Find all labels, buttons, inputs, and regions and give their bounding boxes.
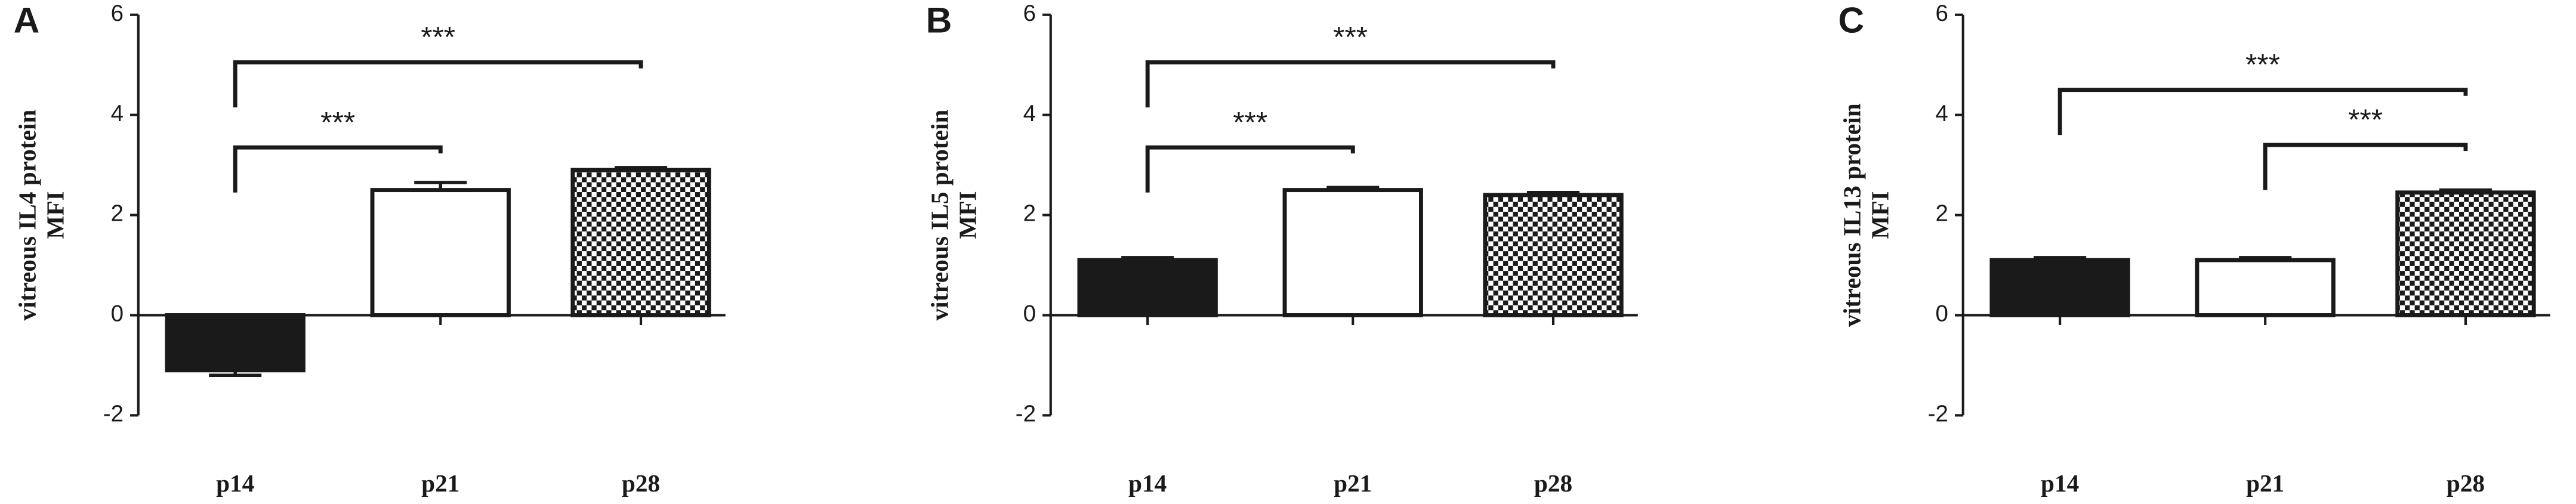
y-tick-label: -2 (103, 401, 124, 427)
panel-letter: B (926, 0, 952, 41)
bar (2195, 258, 2336, 317)
bracket-line (1145, 60, 1556, 108)
y-tick-label: 2 (111, 201, 124, 227)
bar (2395, 190, 2536, 317)
y-axis-label: MFI (1866, 191, 1893, 239)
significance-bracket (233, 145, 443, 193)
panel-letter: A (14, 0, 40, 41)
y-tick-label: 0 (1936, 301, 1948, 327)
y-tick-label: 4 (1023, 101, 1036, 126)
significance-label: *** (2245, 48, 2280, 81)
bracket-line (233, 145, 443, 193)
y-axis-label: vitreous IL13 protein (1838, 103, 1866, 327)
significance-label: *** (1333, 21, 1368, 54)
x-tick-label: p21 (1334, 469, 1372, 497)
significance-bracket (1145, 60, 1556, 108)
significance-bracket (2057, 88, 2468, 135)
significance-bracket (2263, 143, 2468, 190)
x-tick-label: p14 (216, 469, 254, 497)
x-tick-label: p21 (421, 469, 459, 497)
y-tick-label: 2 (1023, 201, 1036, 227)
bar (370, 188, 511, 317)
y-tick-label: 4 (1936, 101, 1948, 126)
significance-bracket (1145, 145, 1355, 193)
y-axis-label: MFI (954, 191, 981, 239)
panel-letter: C (1838, 0, 1865, 41)
x-tick-label: p28 (1534, 469, 1572, 497)
y-tick-label: -2 (1928, 401, 1948, 427)
y-tick-label: 2 (1936, 201, 1948, 227)
bar (570, 168, 711, 317)
x-tick-label: p28 (622, 469, 660, 497)
x-tick-label: p14 (1128, 469, 1167, 497)
x-tick-label: p21 (2246, 469, 2284, 497)
significance-label: *** (421, 21, 455, 54)
y-axis-label: vitreous IL4 protein (14, 110, 41, 321)
bar (1989, 258, 2130, 317)
significance-bracket (233, 60, 643, 108)
y-axis-label: MFI (41, 191, 69, 239)
x-tick-label: p14 (2041, 469, 2079, 497)
y-tick-label: 6 (111, 1, 124, 26)
y-axis-label: vitreous IL5 protein (926, 110, 954, 321)
y-tick-label: 4 (111, 101, 124, 126)
bar (1282, 188, 1423, 317)
bar (1483, 193, 1624, 317)
y-tick-label: 6 (1936, 1, 1948, 26)
bracket-line (1145, 145, 1355, 193)
y-tick-label: 6 (1023, 1, 1036, 26)
bracket-line (2263, 143, 2468, 190)
significance-label: *** (2348, 104, 2383, 137)
bracket-line (2057, 88, 2468, 135)
x-tick-label: p28 (2447, 469, 2485, 497)
bar (165, 313, 306, 373)
y-tick-label: -2 (1016, 401, 1036, 427)
y-tick-label: 0 (1023, 301, 1036, 327)
bracket-line (233, 60, 643, 108)
significance-label: *** (1233, 106, 1267, 139)
bar (1077, 258, 1218, 317)
y-tick-label: 0 (111, 301, 124, 327)
significance-label: *** (320, 106, 355, 139)
